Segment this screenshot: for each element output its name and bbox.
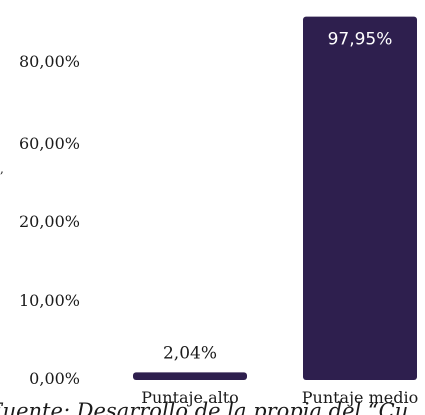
stray-mark: ,: [0, 162, 4, 176]
x-category-label: Puntaje medio: [302, 388, 419, 407]
x-category-label: Puntaje alto: [141, 388, 239, 407]
bar-puntaje-medio: [303, 16, 417, 380]
data-labels: 2,04% 97,95%: [163, 30, 392, 364]
bars: [133, 16, 417, 380]
data-label: 97,95%: [328, 30, 393, 50]
y-tick-label: 10,00%: [19, 291, 80, 310]
bar-puntaje-alto: [133, 372, 247, 380]
figure-caption: Fuente: Desarrollo de la propia del “Cu: [0, 399, 408, 415]
y-tick-label: 20,00%: [19, 212, 80, 231]
x-axis-categories: Puntaje alto Puntaje medio: [141, 388, 418, 407]
y-axis-ticks: 0,00% 10,00% 20,00% 60,00% 80,00%: [19, 52, 80, 388]
y-tick-label: 60,00%: [19, 134, 80, 153]
y-tick-label: 80,00%: [19, 52, 80, 71]
y-tick-label: 0,00%: [29, 369, 80, 388]
data-label: 2,04%: [163, 343, 217, 363]
